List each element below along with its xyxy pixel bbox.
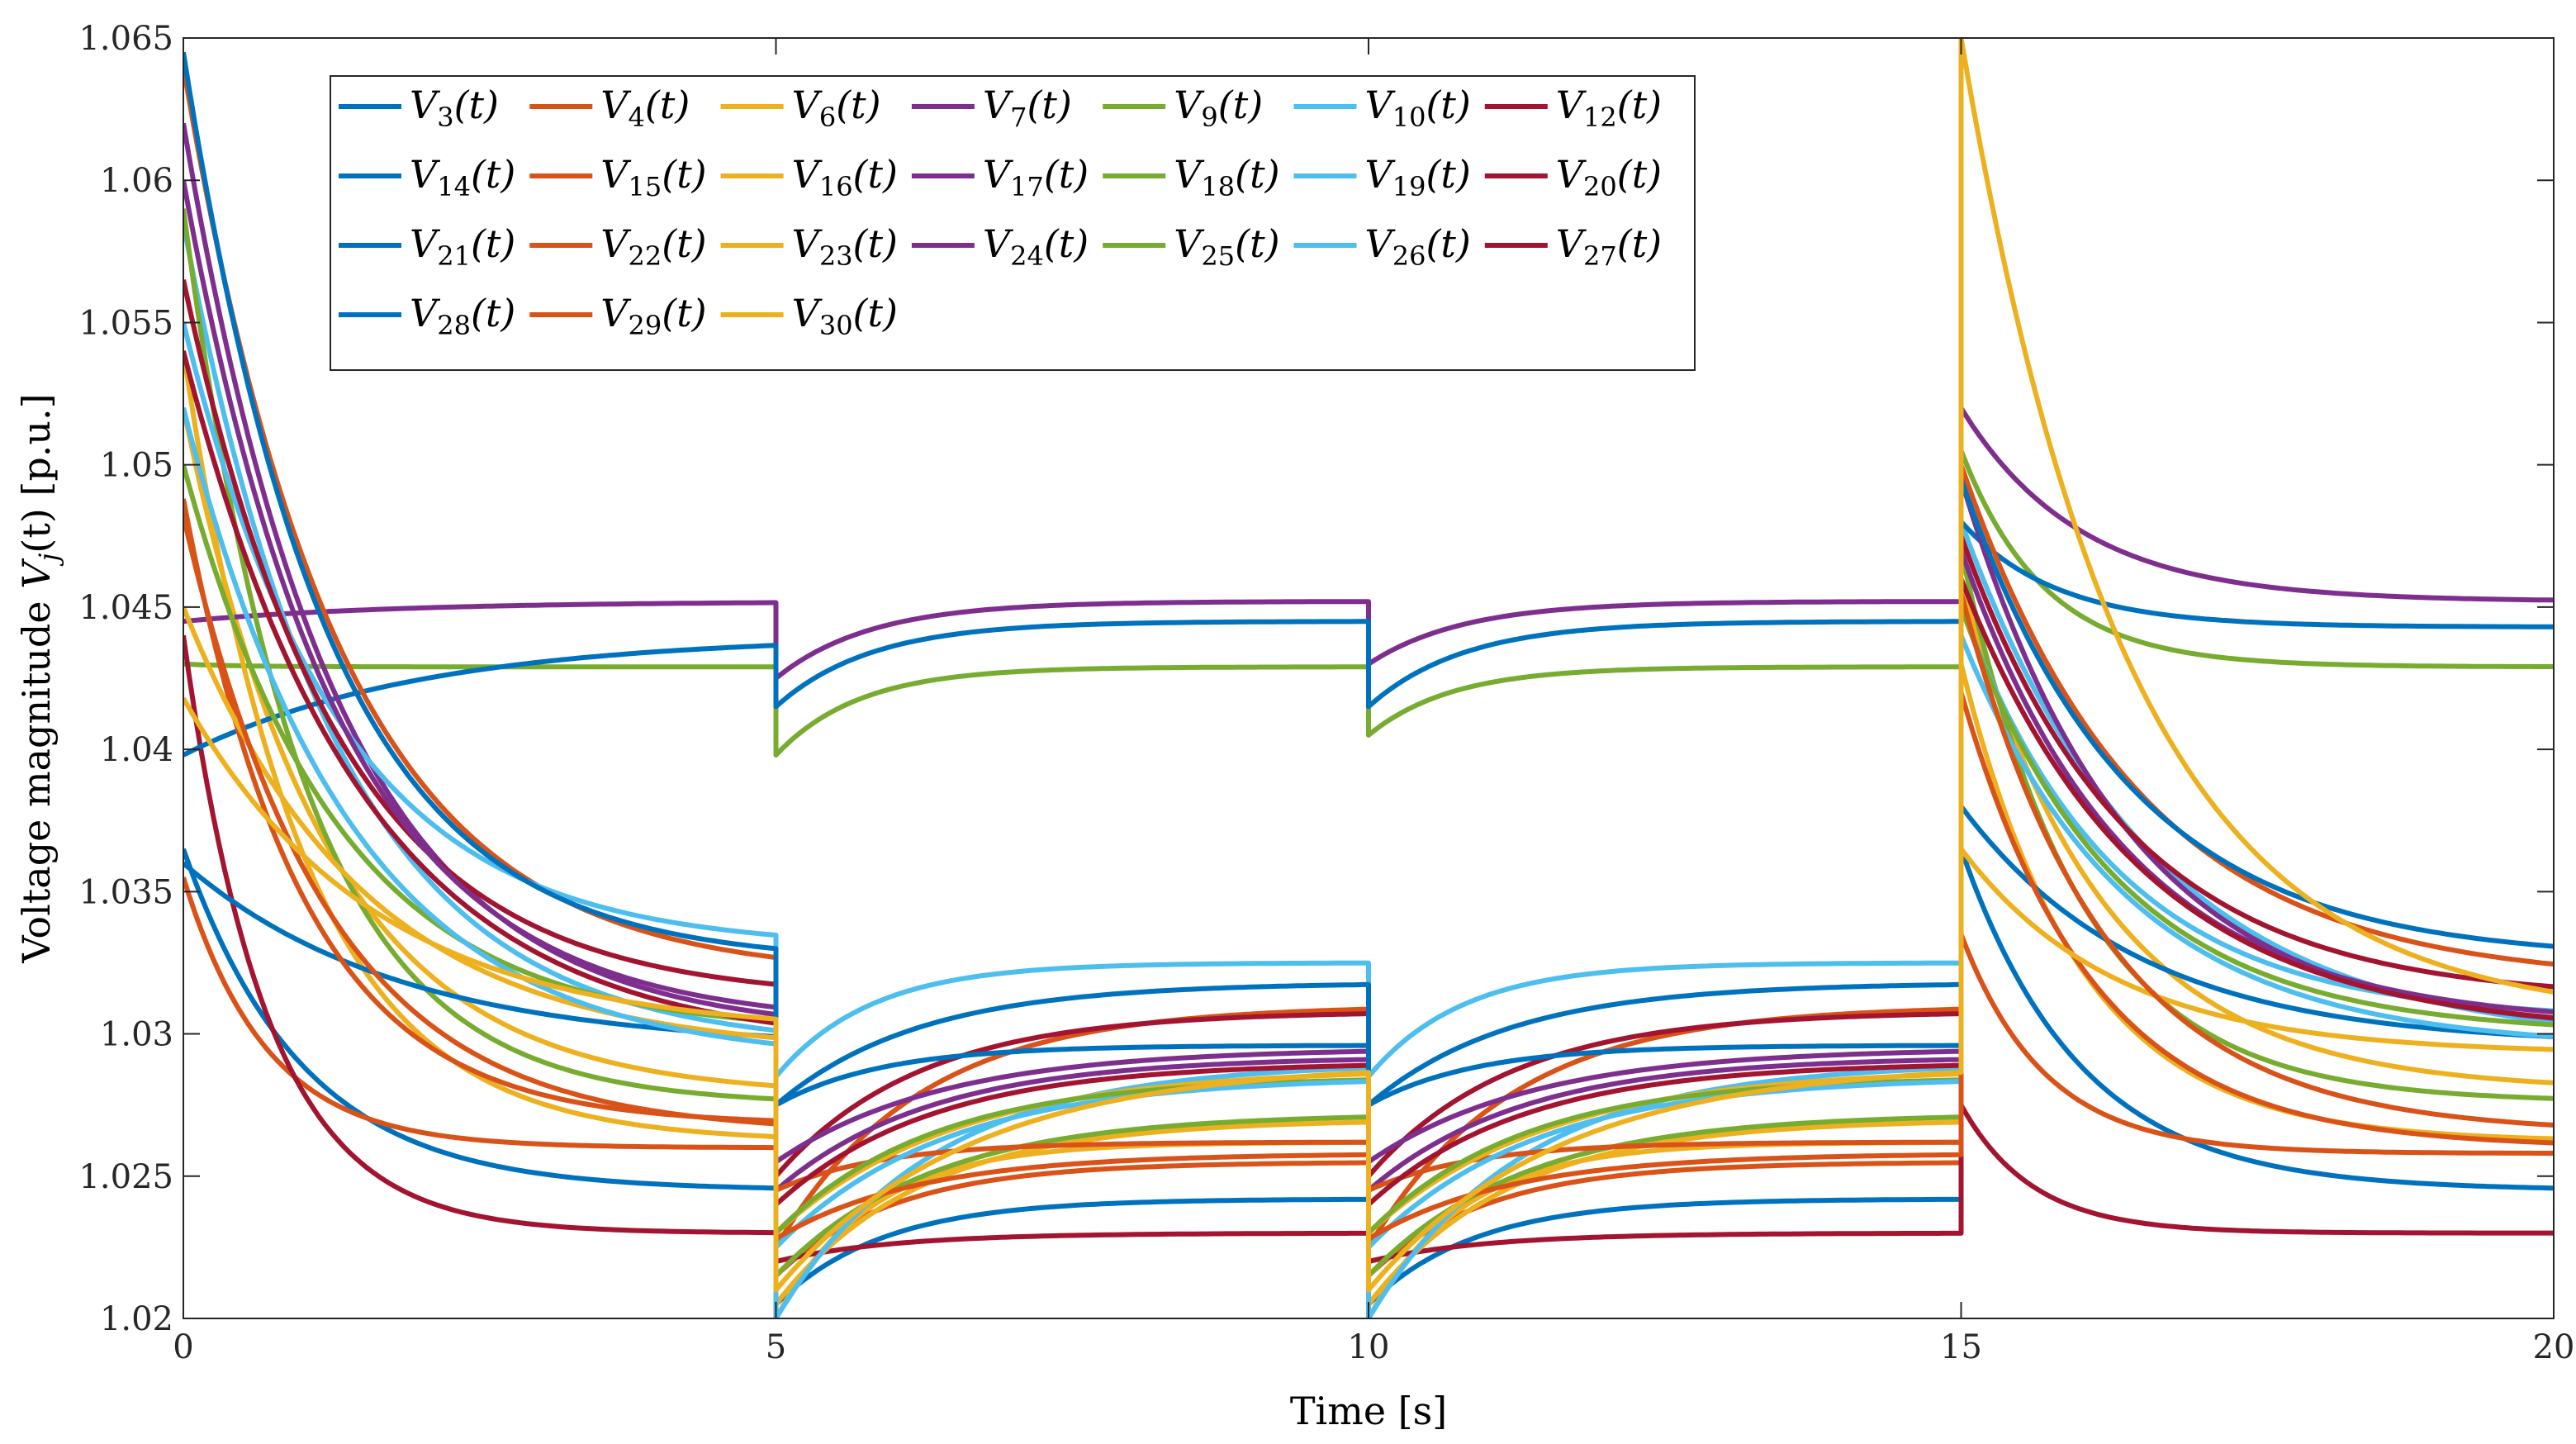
series-line-v14 [183,519,2554,758]
legend-label-v7: V7(t) [983,83,1072,133]
y-tick-label: 1.03 [100,1016,173,1054]
y-tick-label: 1.025 [78,1158,173,1196]
legend-label-v20: V20(t) [1556,152,1662,202]
x-axis-label: Time [s] [1290,1389,1447,1433]
legend: V3(t) V4(t) V6(t) V7(t) V9(t) V10(t) V12(t)V14… [330,75,1696,371]
y-tick-label: 1.04 [100,731,173,769]
legend-label-v6: V6(t) [792,83,881,133]
legend-label-v4: V4(t) [600,83,690,133]
legend-label-v3: V3(t) [410,83,499,133]
y-tick-label: 1.055 [78,304,173,342]
legend-label-v25: V25(t) [1174,221,1279,272]
legend-label-v17: V17(t) [983,152,1089,202]
series-line-v30 [183,38,2554,1293]
y-tick-label: 1.065 [78,20,173,58]
y-axis-label: Voltage magnitude Vj(t) [p.u.] [14,393,64,963]
series-line-v28 [183,51,2554,1108]
y-tick-label: 1.06 [100,162,173,200]
legend-label-v29: V29(t) [600,291,706,341]
x-tick-label: 0 [173,1328,193,1366]
y-tick-label: 1.035 [78,873,173,911]
y-tick-label: 1.045 [78,589,173,627]
series-layer [183,38,2554,1318]
y-tick-label: 1.02 [100,1300,173,1338]
tick-layer: 0 5 10 15 20 1.02 1.025 1.03 1.035 1.04 1.045 1.05 1… [78,20,2574,1366]
legend-label-v16: V16(t) [792,152,898,202]
legend-box [330,75,1696,371]
legend-label-v30: V30(t) [792,291,898,341]
x-tick-label: 15 [1940,1328,1982,1366]
x-tick-label: 10 [1348,1328,1390,1366]
legend-label-v9: V9(t) [1174,83,1263,133]
x-tick-label: 20 [2533,1328,2575,1366]
legend-label-v23: V23(t) [792,221,898,272]
x-tick-label: 5 [766,1328,786,1366]
y-tick-label: 1.05 [100,447,173,485]
